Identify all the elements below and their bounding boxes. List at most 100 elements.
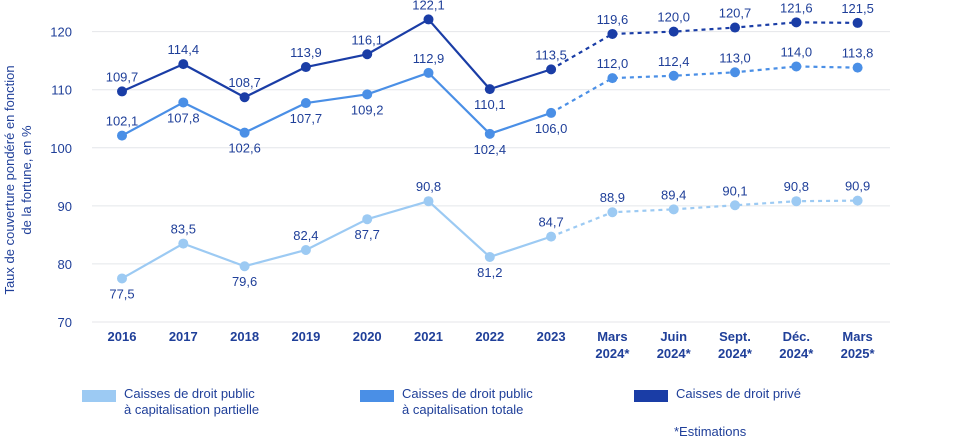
x-tick-label: 2019: [291, 329, 320, 344]
data-point: [484, 84, 495, 95]
data-point: [239, 92, 250, 103]
data-label: 88,9: [600, 190, 625, 205]
data-point: [668, 204, 679, 215]
data-point: [362, 49, 373, 60]
data-label: 90,8: [416, 179, 441, 194]
legend-item-prive: Caisses de droit privé: [634, 386, 801, 402]
data-point: [607, 73, 618, 84]
data-point: [546, 107, 557, 118]
data-label: 90,8: [784, 179, 809, 194]
data-label: 106,0: [535, 121, 568, 136]
data-label: 90,9: [845, 179, 870, 194]
data-label: 102,6: [228, 141, 261, 156]
data-point: [791, 61, 802, 72]
data-label: 81,2: [477, 265, 502, 280]
data-point: [239, 261, 250, 272]
y-tick-label: 100: [50, 141, 72, 156]
data-point: [484, 251, 495, 262]
data-point: [362, 214, 373, 225]
data-label: 89,4: [661, 187, 686, 202]
data-label: 112,9: [413, 51, 445, 66]
data-point: [546, 231, 557, 242]
data-label: 102,1: [106, 114, 139, 129]
data-point: [668, 70, 679, 81]
legend: Caisses de droit public à capitalisation…: [0, 386, 960, 436]
data-label: 121,6: [780, 0, 813, 15]
data-label: 82,4: [293, 228, 318, 243]
data-point: [239, 127, 250, 138]
data-point: [423, 67, 434, 78]
data-point: [178, 59, 189, 70]
x-tick-label: Mars: [597, 329, 627, 344]
series-line-1: [121, 71, 552, 137]
data-point: [730, 200, 740, 211]
data-point: [423, 196, 434, 207]
data-point: [546, 64, 557, 75]
series-line-0: [121, 200, 552, 280]
data-label: 110,1: [474, 97, 506, 112]
y-tick-label: 120: [50, 25, 72, 40]
data-point: [607, 28, 618, 39]
data-point: [607, 207, 618, 218]
data-point: [300, 244, 311, 255]
data-label: 120,7: [719, 6, 752, 21]
x-tick-label: Juin: [660, 329, 687, 344]
legend-label-totale: Caisses de droit public à capitalisation…: [402, 386, 533, 417]
y-tick-label: 110: [51, 83, 72, 98]
data-label: 109,7: [106, 69, 139, 84]
x-tick-label: 2024*: [779, 346, 814, 361]
data-label: 107,8: [167, 110, 200, 125]
data-label: 122,1: [412, 0, 445, 12]
data-label: 79,6: [232, 274, 257, 289]
data-point: [117, 86, 127, 97]
data-point: [730, 22, 740, 33]
data-point: [791, 196, 802, 207]
data-label: 87,7: [355, 227, 380, 242]
x-tick-label: 2018: [230, 329, 259, 344]
x-tick-label: 2024*: [595, 346, 630, 361]
line-chart: 70 80 90 100 110 120 Taux de couverture pondér…: [2, 0, 890, 361]
x-tick-label: 2025*: [841, 346, 876, 361]
data-label: 109,2: [351, 102, 384, 117]
data-label: 121,5: [841, 1, 874, 16]
data-point: [300, 62, 311, 73]
data-point: [117, 130, 127, 141]
series-line-2: [121, 18, 552, 99]
series-line-estimate-1: [550, 65, 858, 114]
data-label: 114,4: [168, 42, 200, 57]
x-tick-label: Sept.: [719, 329, 751, 344]
x-tick-label: 2024*: [718, 346, 753, 361]
data-point: [362, 89, 373, 100]
data-label: 112,4: [658, 54, 690, 69]
y-tick-label: 90: [58, 199, 72, 214]
data-point: [178, 97, 189, 108]
x-tick-label: 2020: [353, 329, 382, 344]
series-line-estimate-2: [550, 21, 858, 71]
data-point: [423, 14, 434, 25]
x-tick-label: 2021: [414, 329, 443, 344]
data-label: 119,6: [597, 12, 629, 27]
data-point: [852, 62, 863, 73]
data-point: [791, 17, 802, 28]
data-label: 120,0: [657, 10, 690, 25]
data-point: [668, 26, 679, 37]
footnote-estimations: *Estimations: [674, 424, 747, 439]
data-label: 90,1: [722, 183, 747, 198]
data-label: 102,4: [474, 142, 507, 157]
data-label: 84,7: [538, 215, 563, 230]
data-point: [178, 238, 189, 249]
legend-item-partielle: Caisses de droit public à capitalisation…: [82, 386, 259, 418]
x-tick-label: Déc.: [783, 329, 810, 344]
data-label: 83,5: [171, 222, 196, 237]
x-tick-label: 2023: [537, 329, 566, 344]
data-point: [300, 98, 311, 109]
data-point: [852, 17, 863, 28]
data-label: 112,0: [597, 56, 629, 71]
x-tick-label: 2017: [169, 329, 198, 344]
data-label: 77,5: [109, 286, 134, 301]
legend-swatch-totale: [360, 390, 394, 402]
legend-swatch-prive: [634, 390, 668, 402]
x-tick-label: 2022: [475, 329, 504, 344]
data-label: 113,9: [290, 45, 322, 60]
x-tick-label: Mars: [842, 329, 872, 344]
